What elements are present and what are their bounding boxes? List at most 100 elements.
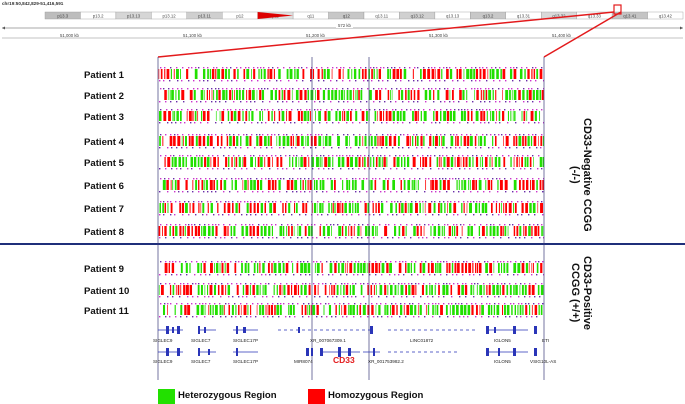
heterozygous-segment: [169, 226, 171, 236]
track-dot: [415, 201, 417, 203]
gene-label[interactable]: LINC01872: [410, 338, 434, 343]
gene-label[interactable]: SIGLEC9: [153, 359, 173, 364]
heterozygous-segment: [519, 305, 522, 315]
cd33-gene-label[interactable]: CD33: [333, 355, 355, 365]
homozygous-segment: [476, 263, 479, 273]
track-dot: [218, 88, 220, 90]
homozygous-segment: [347, 263, 348, 273]
track-dot: [391, 67, 393, 69]
heterozygous-segment: [513, 90, 517, 100]
track-dot: [234, 303, 236, 305]
heterozygous-segment: [319, 180, 322, 190]
track-dot: [318, 80, 320, 82]
gene-label[interactable]: VSIG10L-AS: [530, 359, 557, 364]
track-dot: [541, 67, 543, 69]
patient-track[interactable]: [158, 303, 544, 318]
patient-track[interactable]: [158, 224, 544, 239]
track-dot: [430, 155, 432, 157]
patient-track[interactable]: [158, 109, 544, 124]
homozygous-segment: [391, 305, 395, 315]
gene-label[interactable]: SIGLEC17P: [233, 359, 259, 364]
gene-label[interactable]: ETI: [542, 338, 550, 343]
track-dot: [196, 109, 198, 111]
patient-track[interactable]: [158, 201, 544, 216]
patient-track[interactable]: [158, 88, 544, 103]
track-dot: [208, 283, 210, 285]
heterozygous-segment: [300, 263, 304, 273]
heterozygous-segment: [433, 203, 436, 213]
gene-label[interactable]: XR_001753982.2: [368, 359, 404, 364]
heterozygous-segment: [305, 136, 307, 146]
heterozygous-segment: [512, 111, 514, 121]
track-dot: [366, 101, 368, 103]
track-dot: [278, 261, 280, 263]
track-dot: [276, 237, 278, 239]
track-dot: [488, 316, 490, 318]
patient-label: Patient 2: [84, 91, 124, 102]
track-dot: [160, 155, 162, 157]
track-dot: [360, 67, 362, 69]
heterozygous-segment: [358, 69, 361, 79]
heterozygous-segment: [180, 69, 181, 79]
track-dot: [310, 80, 312, 82]
track-dot: [395, 261, 397, 263]
track-dot: [487, 155, 489, 157]
heterozygous-segment: [483, 285, 485, 295]
heterozygous-segment: [434, 285, 436, 295]
patient-track[interactable]: [158, 155, 544, 170]
heterozygous-segment: [335, 111, 338, 121]
track-dot: [479, 67, 481, 69]
track-dot: [355, 178, 357, 180]
patient-track[interactable]: [158, 134, 544, 149]
track-dot: [272, 303, 274, 305]
heterozygous-segment: [289, 157, 291, 167]
heterozygous-segment: [178, 157, 181, 167]
track-dot: [243, 134, 245, 136]
heterozygous-segment: [440, 203, 443, 213]
gene-label[interactable]: IGLON5: [494, 338, 511, 343]
track-dot: [450, 109, 452, 111]
track-dot: [361, 88, 363, 90]
gene-label[interactable]: SIGLEC17P: [233, 338, 259, 343]
track-dot: [348, 109, 350, 111]
ruler-right-arrow: [680, 26, 683, 30]
patient-track[interactable]: [158, 67, 544, 82]
patient-track[interactable]: [158, 261, 544, 276]
homozygous-segment: [270, 136, 272, 146]
track-dot: [380, 155, 382, 157]
track-dot: [199, 80, 201, 82]
track-dot: [267, 109, 269, 111]
chromosome-ideogram[interactable]: p13.3p13.2p13.13p13.12p13.11p12p11q11q12…: [0, 7, 685, 20]
heterozygous-segment: [539, 111, 541, 121]
homozygous-segment: [238, 305, 240, 315]
track-dot: [429, 274, 431, 276]
gene-label[interactable]: SIGLEC9: [153, 338, 173, 343]
heterozygous-segment: [349, 305, 352, 315]
track-dot: [447, 168, 449, 170]
locus-box[interactable]: chr19:50,842,829-51,416,591: [2, 1, 64, 6]
homozygous-segment: [167, 157, 171, 167]
homozygous-segment: [264, 203, 267, 213]
track-dot: [243, 88, 245, 90]
gene-track[interactable]: [148, 324, 548, 384]
gene-label[interactable]: SIGLEC7: [191, 338, 211, 343]
track-dot: [353, 101, 355, 103]
homozygous-segment: [253, 69, 256, 79]
track-dot: [331, 147, 333, 149]
patient-track[interactable]: [158, 283, 544, 298]
track-dot: [395, 80, 397, 82]
gene-label[interactable]: MIR8074: [294, 359, 313, 364]
track-dot: [262, 296, 264, 298]
gene-label[interactable]: XR_007067309.1: [310, 338, 346, 343]
gene-label[interactable]: IGLON5: [494, 359, 511, 364]
homozygous-segment: [164, 263, 168, 273]
homozygous-segment: [173, 69, 175, 79]
patient-track[interactable]: [158, 178, 544, 193]
gene-label[interactable]: SIGLEC7: [191, 359, 211, 364]
track-dot: [185, 261, 187, 263]
track-dot: [327, 178, 329, 180]
track-dot: [192, 191, 194, 193]
homozygous-segment: [168, 263, 170, 273]
track-dot: [236, 80, 238, 82]
track-dot: [336, 296, 338, 298]
